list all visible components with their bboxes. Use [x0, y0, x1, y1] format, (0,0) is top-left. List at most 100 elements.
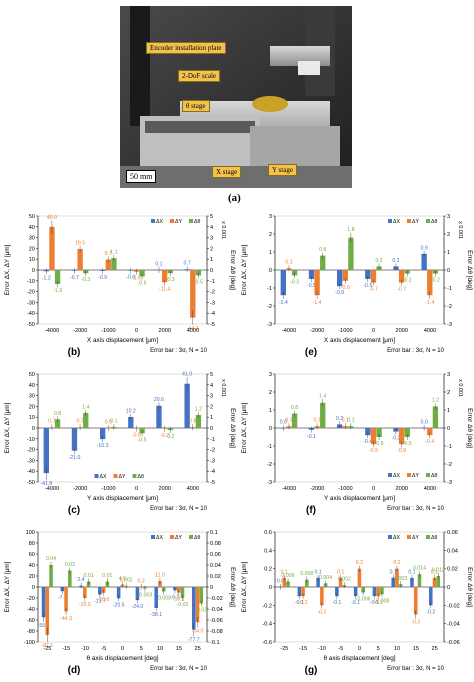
x-axis-label: X axis displacement [μm] — [324, 337, 395, 344]
data-label-dy: 0.7 — [48, 419, 55, 425]
x-tick-label: 10 — [157, 646, 163, 652]
data-label-dtheta: 0.2 — [375, 258, 382, 264]
bar-dtheta — [305, 579, 309, 587]
data-label-dtheta: 0.008 — [300, 571, 313, 577]
data-label-dtheta: 0.006 — [282, 573, 295, 579]
y2-tick-label: 2 — [447, 232, 450, 238]
y2-tick-label: -4 — [210, 469, 215, 475]
bar-dx — [353, 587, 358, 597]
x-tick-label: -2000 — [73, 486, 87, 492]
x-tick-label: -25 — [43, 646, 51, 652]
y-tick-label: -1 — [267, 286, 272, 292]
bar-dy — [64, 587, 68, 612]
x-tick-label: 25 — [431, 646, 437, 652]
x-tick-label: 4000 — [424, 328, 436, 334]
y-tick-label: 2 — [269, 232, 272, 238]
bar-dy — [83, 587, 87, 598]
legend-label: ΔX — [156, 535, 163, 541]
data-label-dx: -0.9 — [335, 290, 344, 296]
x-tick-label: 4000 — [424, 486, 436, 492]
bar-dx — [280, 270, 286, 296]
y-tick-label: -20 — [27, 596, 35, 602]
data-label-dtheta: 0.014 — [413, 566, 426, 572]
data-label-dy: -0.9 — [369, 448, 378, 454]
x-tick-label: -4000 — [282, 328, 296, 334]
bar-dx — [308, 270, 315, 279]
y2-tick-label: 4 — [210, 225, 213, 231]
data-label-dtheta: 0.8 — [291, 405, 298, 411]
x-tick-label: -10 — [81, 646, 89, 652]
bar-dtheta — [404, 428, 410, 437]
bar-dtheta — [180, 587, 185, 598]
bar-dtheta — [139, 270, 145, 277]
x-tick-label: 0 — [372, 486, 375, 492]
data-label-dtheta: -0.3 — [166, 277, 175, 283]
data-label-dtheta: 0.003 — [394, 576, 407, 582]
y2-tick-label: 0.06 — [210, 552, 221, 558]
y2-tick-label: -0.06 — [210, 618, 223, 624]
y-tick-label: 40 — [29, 383, 35, 389]
y-tick-label: -10 — [27, 437, 35, 443]
bar-dy — [301, 587, 305, 597]
bar-dx — [365, 270, 371, 279]
x-tick-label: 2000 — [159, 328, 171, 334]
data-label-dtheta: -0.5 — [375, 441, 384, 447]
x-tick-label: 2000 — [396, 486, 408, 492]
y-tick-label: 100 — [26, 530, 35, 536]
y-tick-label: -100 — [24, 640, 35, 646]
data-label-dtheta: 0.002 — [338, 577, 351, 583]
legend-label: ΔY — [412, 219, 419, 225]
data-label-dx: -38.1 — [150, 612, 162, 618]
error-bar-note: Error bar : 3σ, N = 10 — [150, 666, 208, 672]
x-tick-label: 0 — [358, 646, 361, 652]
data-label-dx: 0.0 — [280, 420, 287, 426]
y-tick-label: -80 — [27, 629, 35, 635]
x-tick-label: -5 — [338, 646, 343, 652]
bar-dx — [421, 253, 427, 270]
legend-label: ΔY — [412, 535, 419, 541]
y2-tick-label: -3 — [447, 322, 452, 328]
data-label-dy: -44.1 — [187, 326, 199, 332]
data-label-dx: -0.1 — [295, 600, 304, 606]
y2-tick-label: -3 — [447, 480, 452, 486]
y-tick-label: 30 — [29, 394, 35, 400]
data-label-dy: -0.6 — [132, 433, 141, 439]
y2-tick-label: -2 — [447, 304, 452, 310]
data-label-dtheta: -0.2 — [166, 434, 175, 440]
data-label-dtheta: -0.008 — [375, 598, 390, 604]
data-label-dy: 0.0 — [105, 420, 112, 426]
x-axis-label: X axis displacement [μm] — [87, 337, 158, 344]
bar-dx — [365, 428, 371, 436]
label-x-stage: X stage — [212, 166, 242, 178]
legend-swatch — [151, 535, 155, 539]
bar-dtheta — [436, 576, 441, 587]
data-label-dx: 20.6 — [154, 397, 164, 403]
y2-tick-label: 0.02 — [447, 567, 458, 573]
y2-tick-label: -5 — [210, 322, 215, 328]
legend-label: Δθ — [431, 219, 437, 225]
bar-dx — [154, 587, 158, 608]
data-label-dx: -20.5 — [113, 602, 125, 608]
y2-tick-label: 3 — [210, 236, 213, 242]
x-tick-label: -25 — [280, 646, 288, 652]
bar-dy — [370, 270, 377, 283]
y2-tick-label: 0 — [210, 585, 213, 591]
y-tick-label: 0.2 — [264, 567, 272, 573]
data-label-dx: -0.1 — [351, 600, 360, 606]
legend-swatch — [189, 535, 193, 539]
x-tick-label: -4000 — [45, 486, 59, 492]
chart-f: -3-2-10123-3-2-101230.00.10.8-4000-0.10.… — [241, 372, 473, 516]
data-label-dy: 19.5 — [75, 240, 85, 246]
bar-dx — [372, 587, 377, 597]
bar-dy — [314, 270, 320, 296]
x-tick-label: -1000 — [101, 328, 115, 334]
panel-letter-a: (a) — [228, 192, 241, 204]
y2-tick-label: 5 — [210, 372, 213, 378]
data-label-dtheta: -0.2 — [403, 278, 412, 284]
y2-tick-label: 0 — [447, 268, 450, 274]
bar-dy — [45, 587, 50, 635]
x-tick-label: 10 — [394, 646, 400, 652]
bar-dtheta — [376, 428, 382, 437]
data-label-dx: -0.1 — [332, 600, 341, 606]
data-label-dy: -1.4 — [425, 300, 434, 306]
